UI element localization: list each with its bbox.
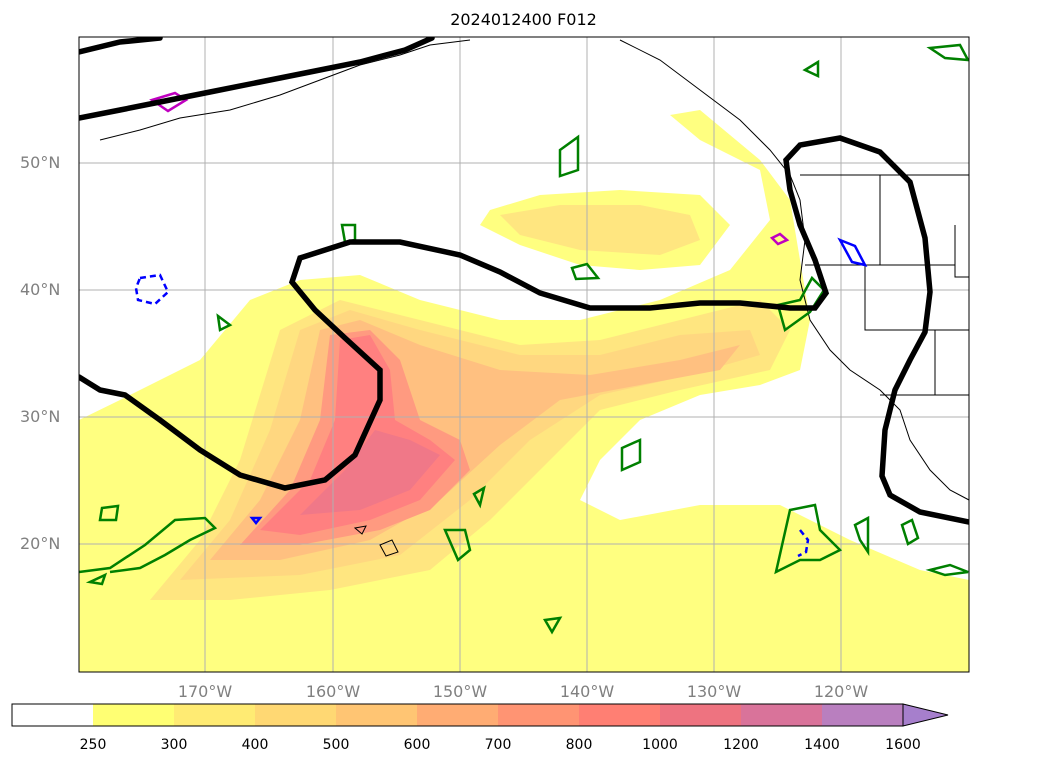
colorbar-segment (741, 704, 822, 726)
graticule (79, 37, 969, 672)
colorbar-segment (255, 704, 336, 726)
lon-label-160w: 160°W (305, 682, 361, 701)
colorbar-segment (579, 704, 660, 726)
colorbar-tick-label: 700 (484, 737, 512, 753)
colorbar-tick-label: 500 (322, 737, 350, 753)
plot-frame (78, 36, 970, 673)
colorbar-tick-label: 1400 (804, 737, 840, 753)
magenta-contours (149, 91, 790, 246)
lat-label-50n: 50°N (20, 153, 61, 172)
colorbar-segment (336, 704, 417, 726)
colorbar-tick-label: 1000 (642, 737, 678, 753)
blue-contours (134, 237, 868, 558)
lon-label-120w: 120°W (813, 682, 869, 701)
colorbar-outline (11, 703, 904, 727)
lat-label-20n: 20°N (20, 534, 61, 553)
colorbar-tick-label: 250 (79, 737, 107, 753)
colorbar-tick-label: 300 (160, 737, 188, 753)
lon-label-140w: 140°W (559, 682, 615, 701)
lon-label-150w: 150°W (432, 682, 488, 701)
colorbar-segment (822, 704, 903, 726)
lat-label-40n: 40°N (20, 280, 61, 299)
lon-label-170w: 170°W (177, 682, 233, 701)
lon-label-130w: 130°W (686, 682, 742, 701)
colorbar-tick-label: 1600 (885, 737, 921, 753)
colorbar-tick-label: 600 (403, 737, 431, 753)
colorbar-tick-label: 400 (241, 737, 269, 753)
colorbar-segment (417, 704, 498, 726)
colorbar-tick-label: 800 (565, 737, 593, 753)
ivt-shading (79, 110, 969, 672)
colorbar-segment (12, 704, 93, 726)
colorbar-segment (174, 704, 255, 726)
ivt-1000-region (300, 430, 440, 515)
colorbar-segment (660, 704, 741, 726)
map-content (79, 37, 969, 672)
colorbar (11, 703, 949, 727)
height-contours (79, 37, 969, 525)
colorbar-extend-arrow (902, 703, 949, 727)
lat-label-30n: 30°N (20, 407, 61, 426)
map-title: 2024012400 F012 (450, 10, 597, 29)
colorbar-segment (93, 704, 174, 726)
colorbar-segment (498, 704, 579, 726)
colorbar-tick-label: 1200 (723, 737, 759, 753)
